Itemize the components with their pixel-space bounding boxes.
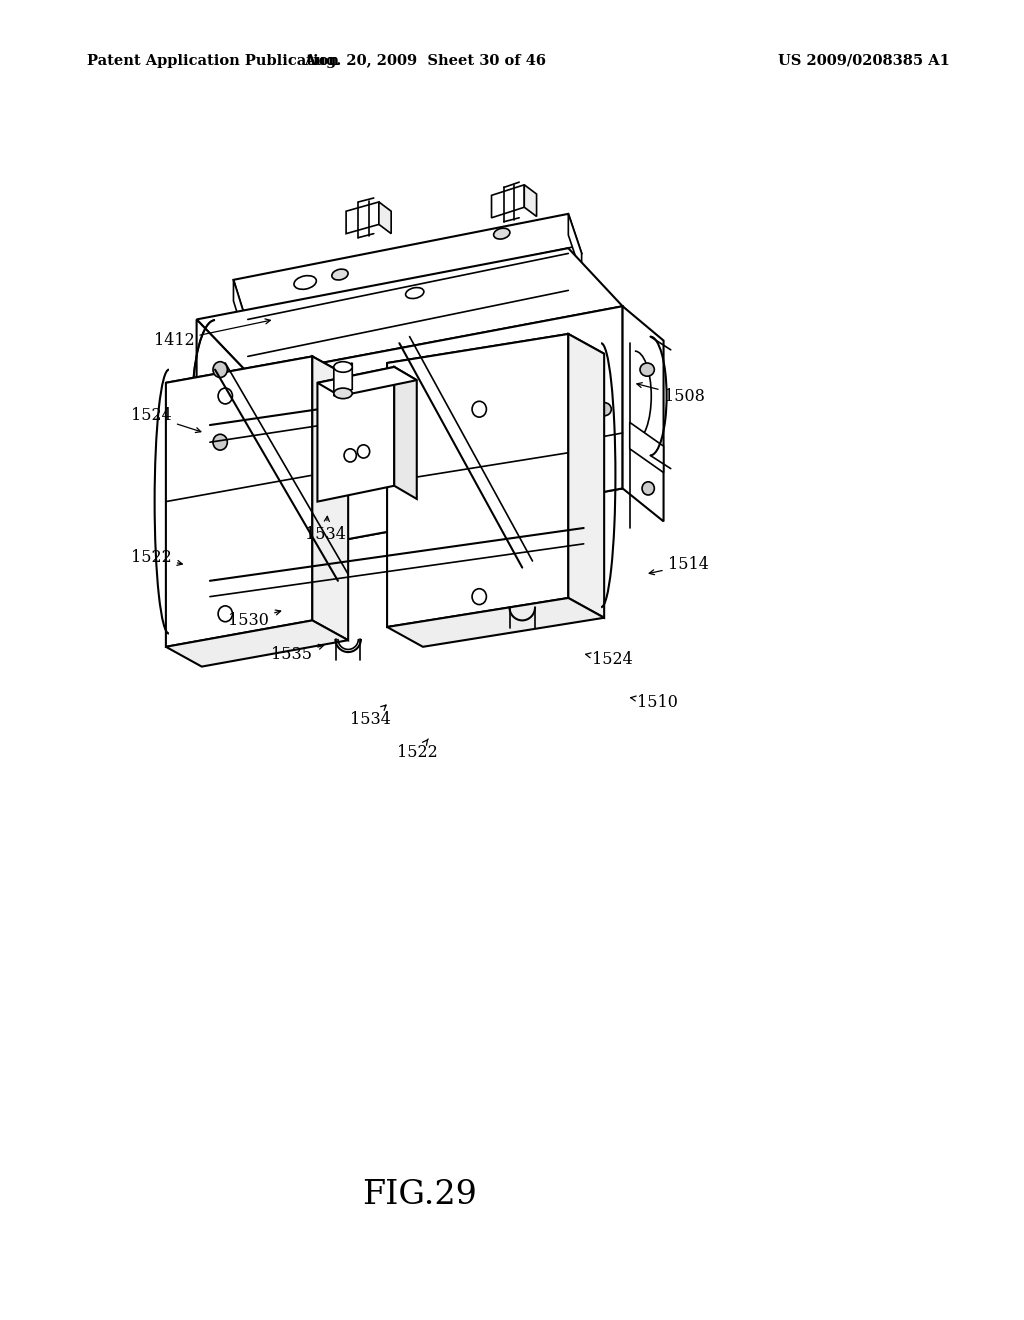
Polygon shape xyxy=(197,469,623,557)
Ellipse shape xyxy=(640,363,654,376)
Text: FIG.29: FIG.29 xyxy=(362,1179,477,1210)
Ellipse shape xyxy=(597,403,611,416)
Ellipse shape xyxy=(334,362,352,372)
Text: 1514: 1514 xyxy=(649,557,709,574)
Polygon shape xyxy=(166,356,348,403)
Text: 1524: 1524 xyxy=(586,652,633,668)
Text: 1412: 1412 xyxy=(154,319,270,348)
Polygon shape xyxy=(166,620,348,667)
Ellipse shape xyxy=(213,434,227,450)
Ellipse shape xyxy=(213,362,227,378)
Polygon shape xyxy=(317,367,394,502)
Ellipse shape xyxy=(472,589,486,605)
Ellipse shape xyxy=(218,606,232,622)
Polygon shape xyxy=(623,306,664,521)
Polygon shape xyxy=(233,214,582,319)
Text: Patent Application Publication: Patent Application Publication xyxy=(87,54,339,67)
Text: 1508: 1508 xyxy=(637,383,705,404)
Text: 1522: 1522 xyxy=(397,739,438,760)
Polygon shape xyxy=(568,334,604,618)
Ellipse shape xyxy=(294,276,316,289)
Text: 1530: 1530 xyxy=(228,610,281,628)
Polygon shape xyxy=(346,202,379,234)
Polygon shape xyxy=(379,202,391,234)
Ellipse shape xyxy=(344,449,356,462)
Text: Aug. 20, 2009  Sheet 30 of 46: Aug. 20, 2009 Sheet 30 of 46 xyxy=(304,54,546,67)
Polygon shape xyxy=(387,598,604,647)
Polygon shape xyxy=(233,280,246,341)
Polygon shape xyxy=(387,334,604,383)
Polygon shape xyxy=(312,356,348,640)
Text: US 2009/0208385 A1: US 2009/0208385 A1 xyxy=(778,54,950,67)
Ellipse shape xyxy=(472,401,486,417)
Ellipse shape xyxy=(406,288,424,298)
Polygon shape xyxy=(492,185,524,218)
Polygon shape xyxy=(166,356,312,647)
Polygon shape xyxy=(394,367,417,499)
Polygon shape xyxy=(568,214,582,275)
Polygon shape xyxy=(251,306,623,557)
Polygon shape xyxy=(334,363,352,396)
Polygon shape xyxy=(197,248,623,376)
Polygon shape xyxy=(317,367,417,396)
Polygon shape xyxy=(197,319,251,557)
Ellipse shape xyxy=(334,388,352,399)
Text: 1524: 1524 xyxy=(131,408,201,433)
Ellipse shape xyxy=(642,482,654,495)
Ellipse shape xyxy=(536,396,550,409)
Ellipse shape xyxy=(218,388,232,404)
Text: 1510: 1510 xyxy=(631,694,678,710)
Ellipse shape xyxy=(332,269,348,280)
Ellipse shape xyxy=(357,445,370,458)
Ellipse shape xyxy=(494,228,510,239)
Text: 1534: 1534 xyxy=(350,705,391,727)
Ellipse shape xyxy=(640,442,654,455)
Polygon shape xyxy=(524,185,537,216)
Text: 1522: 1522 xyxy=(131,549,182,565)
Text: 1535: 1535 xyxy=(271,644,324,663)
Text: 1534: 1534 xyxy=(305,516,346,543)
Polygon shape xyxy=(387,334,568,627)
Polygon shape xyxy=(630,422,664,473)
